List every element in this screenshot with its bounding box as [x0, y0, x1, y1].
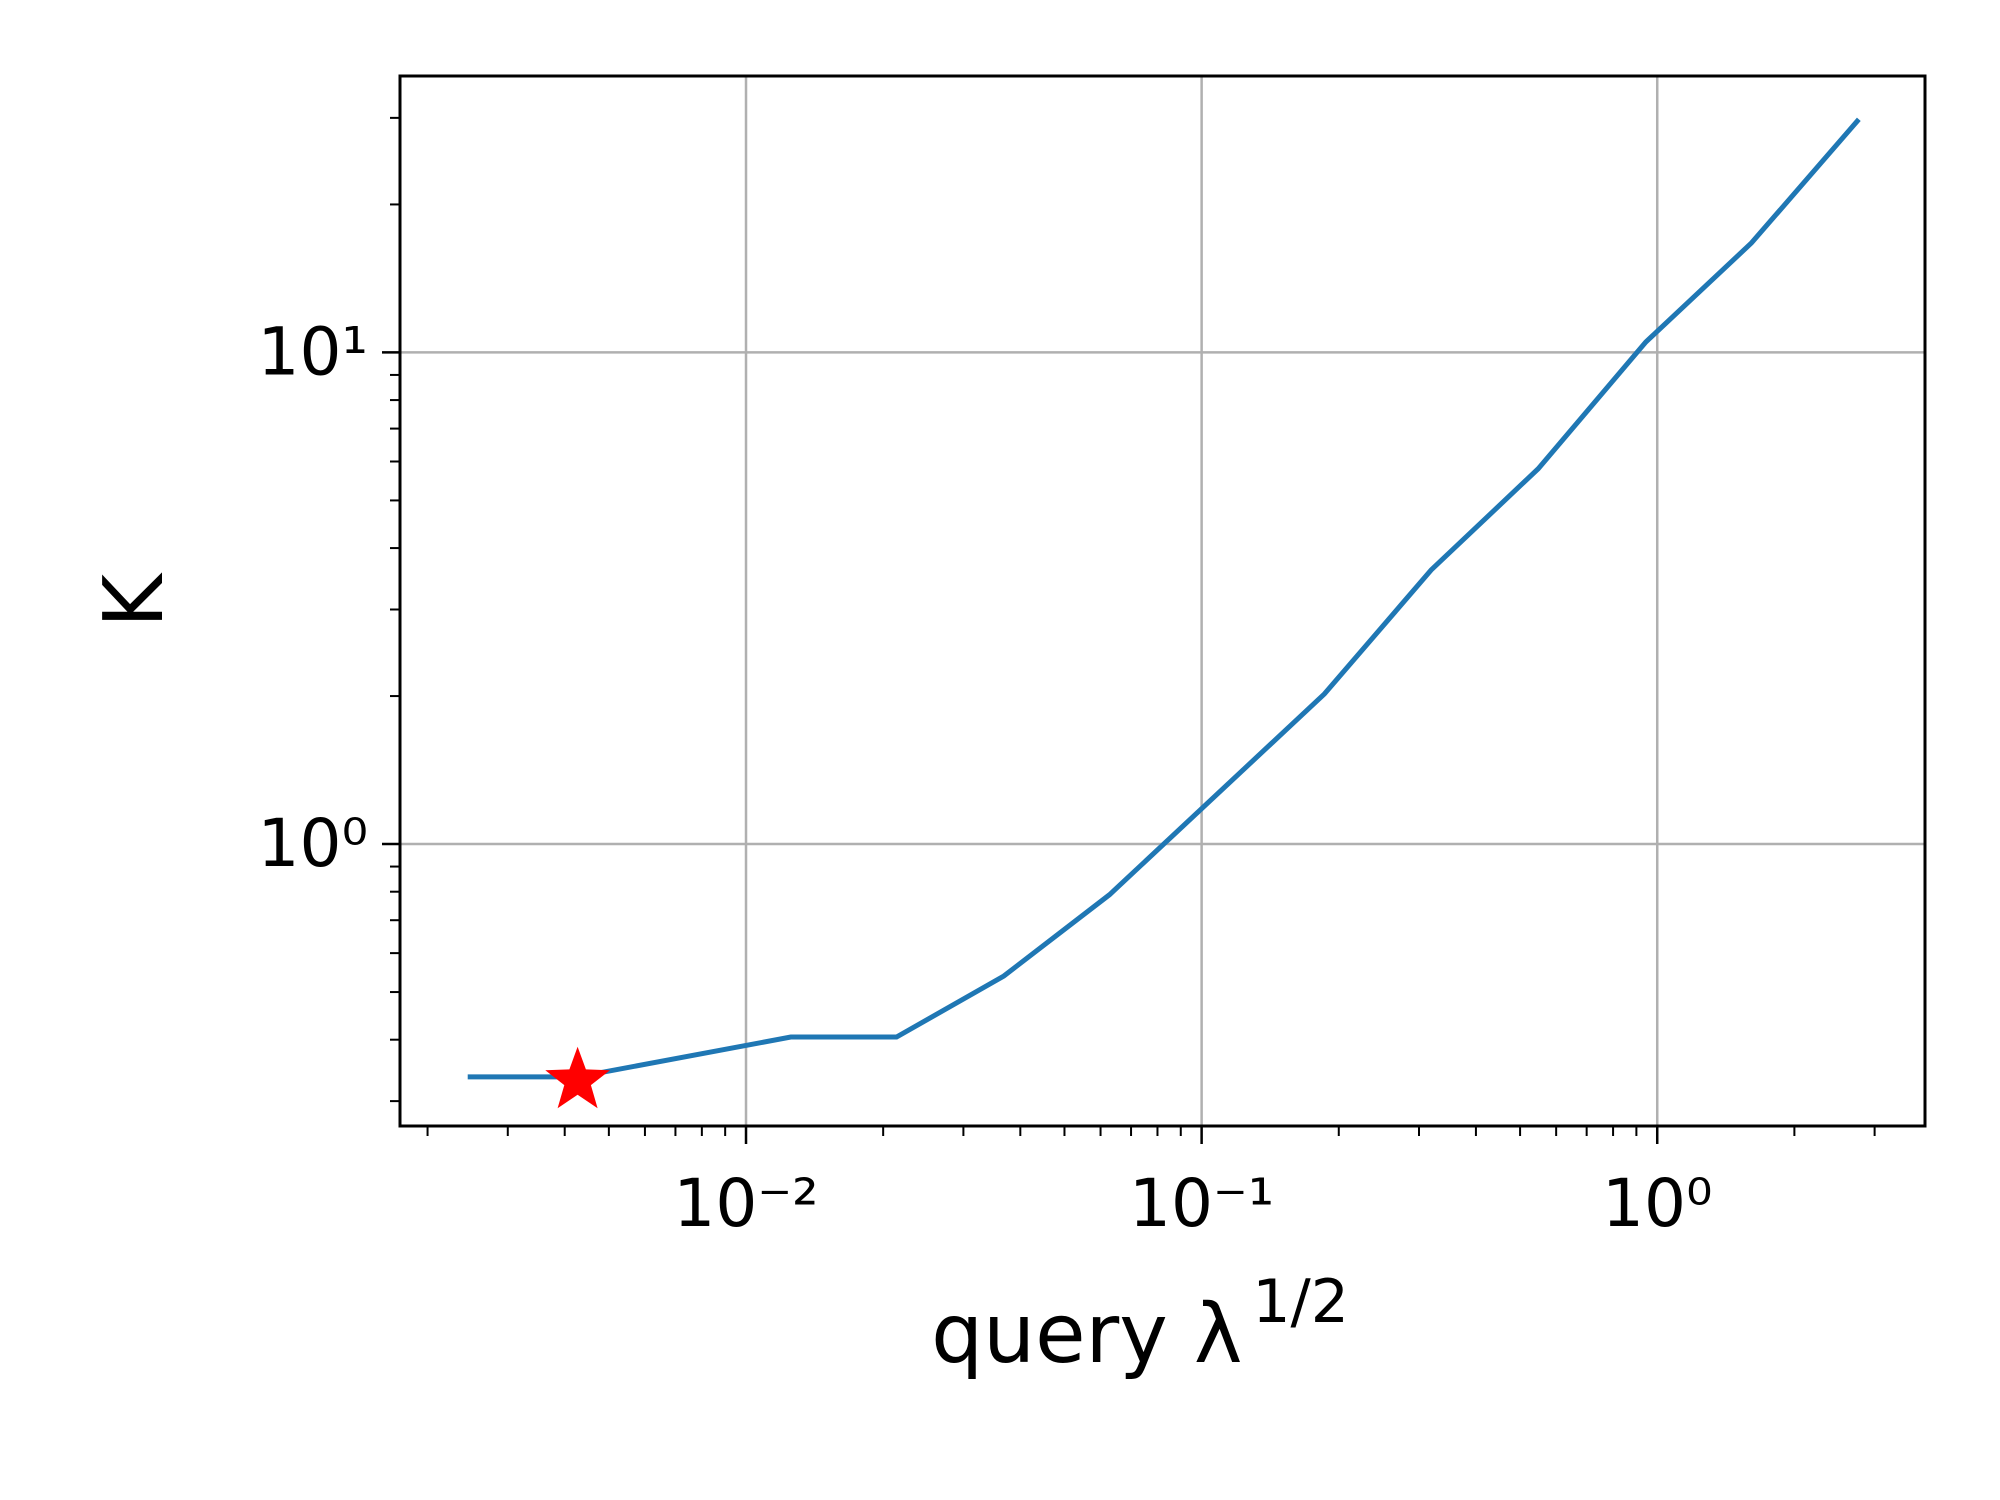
- x-axis-label: query λ 1/2: [931, 1267, 1349, 1382]
- star-marker: [545, 1046, 610, 1109]
- x-axis-label-text: query λ: [931, 1287, 1242, 1382]
- y-axis-label: K: [87, 572, 182, 628]
- line-series: [467, 117, 1861, 1080]
- x-tick-label: 10⁻²: [673, 1165, 818, 1242]
- axes: 10⁻² 10⁻¹ 10⁰ 10⁰ 10¹: [258, 116, 1876, 1242]
- x-tick-label: 10⁻¹: [1129, 1165, 1274, 1242]
- x-axis-label-sup: 1/2: [1252, 1267, 1349, 1337]
- y-tick-label: 10⁰: [258, 805, 368, 882]
- x-tick-label: 10⁰: [1602, 1165, 1712, 1242]
- plot-area: [467, 117, 1861, 1109]
- y-tick-label: 10¹: [258, 313, 368, 390]
- axes-frame: [398, 74, 1927, 1128]
